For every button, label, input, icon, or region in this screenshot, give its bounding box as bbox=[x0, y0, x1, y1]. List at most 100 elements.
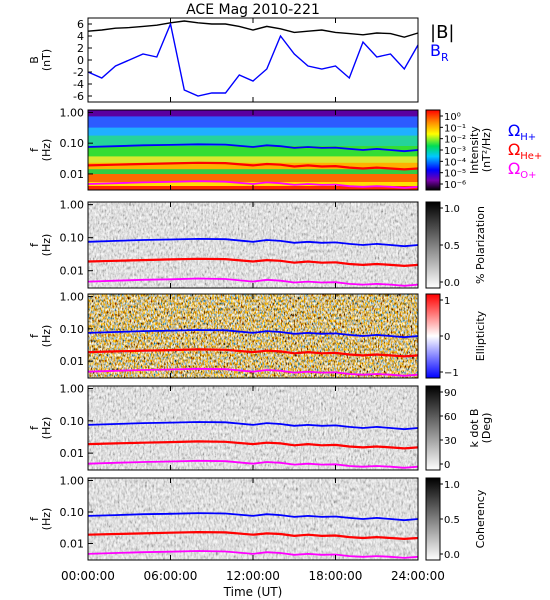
colorbar-tick-label: 0 bbox=[444, 332, 450, 343]
omega-o-line-p3 bbox=[87, 277, 419, 287]
legend-omega-h-symbol: Ω bbox=[508, 121, 520, 140]
colorbar-tick-label: 0.0 bbox=[444, 550, 460, 561]
omega-o-line-p2 bbox=[87, 180, 419, 189]
omega-he-line-p4 bbox=[87, 348, 419, 358]
y-tick-label: 4 bbox=[77, 30, 84, 43]
legend-omega-he-symbol: Ω bbox=[508, 140, 520, 159]
y-tick-label: -4 bbox=[73, 78, 84, 91]
spectrogram-band-2-3 bbox=[88, 135, 418, 147]
y-axis-unit: (Hz) bbox=[40, 139, 53, 162]
y-tick-label: 2 bbox=[77, 42, 84, 55]
colorbar-tick-label: 10⁰ bbox=[444, 112, 461, 123]
x-tick-label: 12:00:00 bbox=[226, 569, 280, 583]
omega-h-line-p3 bbox=[87, 237, 419, 248]
y-axis-label: f bbox=[28, 425, 41, 430]
y-tick-label: 0.01 bbox=[60, 355, 85, 368]
x-tick-label: 06:00:00 bbox=[144, 569, 198, 583]
colorbar-2 bbox=[425, 109, 441, 191]
colorbar-tick-label: 1 bbox=[444, 296, 450, 307]
y-tick-label: 0.10 bbox=[60, 323, 85, 336]
colorbar-label: Ellipticity bbox=[474, 310, 487, 361]
y-tick-label: 0.10 bbox=[60, 415, 85, 428]
legend-omega-he-sub: He+ bbox=[520, 151, 542, 162]
legend-omega-o: ΩO+ bbox=[508, 159, 536, 181]
colorbar-tick-label: 10⁻⁶ bbox=[444, 180, 466, 191]
y-tick-label: 1.00 bbox=[60, 199, 85, 212]
y-tick-label: 6 bbox=[77, 18, 84, 31]
y-tick-label: -2 bbox=[73, 66, 84, 79]
colorbar-4 bbox=[425, 293, 441, 379]
chart-title: ACE Mag 2010-221 bbox=[186, 2, 320, 18]
y-axis-unit: (nT) bbox=[40, 49, 53, 71]
colorbar-3 bbox=[425, 201, 441, 289]
colorbar-tick-label: 10⁻⁴ bbox=[444, 157, 466, 168]
colorbar-tick-label: 60 bbox=[444, 412, 457, 423]
y-axis-label: B bbox=[28, 56, 41, 64]
y-tick-label: 0.10 bbox=[60, 506, 85, 519]
legend-omega-h-sub: H+ bbox=[520, 132, 536, 143]
y-tick-label: 0.01 bbox=[60, 538, 85, 551]
legend-omega-he: ΩHe+ bbox=[508, 140, 542, 162]
y-tick-label: 0.10 bbox=[60, 232, 85, 245]
y-tick-label: 0 bbox=[77, 54, 84, 67]
colorbar-tick-label: 0 bbox=[444, 460, 450, 471]
omega-h-line-p5 bbox=[87, 421, 419, 431]
colorbar-tick-label: 30 bbox=[444, 436, 457, 447]
omega-h-line-p2 bbox=[87, 143, 419, 153]
colorbar-tick-label: 10⁻⁵ bbox=[444, 169, 466, 180]
colorbar-6 bbox=[425, 477, 441, 561]
colorbar-label: Intensity bbox=[468, 126, 481, 174]
y-tick-label: 1.00 bbox=[60, 106, 85, 119]
legend-b-r-sub: R bbox=[441, 51, 449, 64]
colorbar-tick-label: 0.5 bbox=[444, 515, 460, 526]
y-tick-label: 1.00 bbox=[60, 474, 85, 487]
x-axis-label: Time (UT) bbox=[223, 585, 283, 599]
omega-h-line-p4 bbox=[87, 329, 419, 339]
omega-o-line-p4 bbox=[87, 367, 419, 377]
y-axis-label: f bbox=[28, 242, 41, 247]
x-tick-label: 24:00:00 bbox=[391, 569, 445, 583]
y-tick-label: 1.00 bbox=[60, 291, 85, 304]
b-r-line bbox=[87, 21, 419, 97]
colorbar-unit: (nT²/Hz) bbox=[480, 128, 493, 172]
y-axis-unit: (Hz) bbox=[40, 508, 53, 531]
spectrogram-band-2-2 bbox=[88, 127, 418, 137]
legend-b-r-main: B bbox=[430, 41, 441, 60]
y-axis-unit: (Hz) bbox=[40, 417, 53, 440]
spectrogram-band-2-7 bbox=[88, 169, 418, 175]
colorbar-tick-label: 10⁻³ bbox=[444, 146, 466, 157]
y-axis-label: f bbox=[28, 147, 41, 152]
y-axis-label: f bbox=[28, 516, 41, 521]
colorbar-label: Coherency bbox=[474, 489, 487, 548]
y-tick-label: 0.01 bbox=[60, 447, 85, 460]
colorbar-label: % Polarization bbox=[474, 206, 487, 284]
colorbar-tick-label: −1 bbox=[444, 368, 459, 379]
legend-omega-o-symbol: Ω bbox=[508, 159, 520, 178]
y-axis-unit: (Hz) bbox=[40, 234, 53, 257]
y-tick-label: 1.00 bbox=[60, 383, 85, 396]
omega-he-line-p3 bbox=[87, 257, 419, 268]
omega-he-line-p2 bbox=[87, 161, 419, 171]
colorbar-label: k dot B bbox=[468, 409, 481, 448]
omega-he-line-p5 bbox=[87, 440, 419, 450]
colorbar-5 bbox=[425, 385, 441, 471]
y-tick-label: 0.10 bbox=[60, 137, 85, 150]
y-axis-label: f bbox=[28, 333, 41, 338]
b-total-line bbox=[87, 20, 419, 38]
legend-b-r: BR bbox=[430, 41, 449, 64]
y-tick-label: 0.01 bbox=[60, 265, 85, 278]
legend-omega-h: ΩH+ bbox=[508, 121, 536, 143]
colorbar-tick-label: 90 bbox=[444, 388, 457, 399]
colorbar-tick-label: 10⁻² bbox=[444, 135, 466, 146]
omega-o-line-p6 bbox=[87, 550, 419, 559]
x-tick-label: 18:00:00 bbox=[309, 569, 363, 583]
y-tick-label: 0.01 bbox=[60, 168, 85, 181]
omega-he-line-p6 bbox=[87, 530, 419, 541]
spectrogram-band-2-5 bbox=[88, 156, 418, 164]
omega-o-line-p5 bbox=[87, 459, 419, 469]
legend-omega-o-sub: O+ bbox=[520, 170, 536, 181]
colorbar-tick-label: 0.5 bbox=[444, 241, 460, 252]
spectrogram-band-2-4 bbox=[88, 146, 418, 157]
y-axis-unit: (Hz) bbox=[40, 325, 53, 348]
